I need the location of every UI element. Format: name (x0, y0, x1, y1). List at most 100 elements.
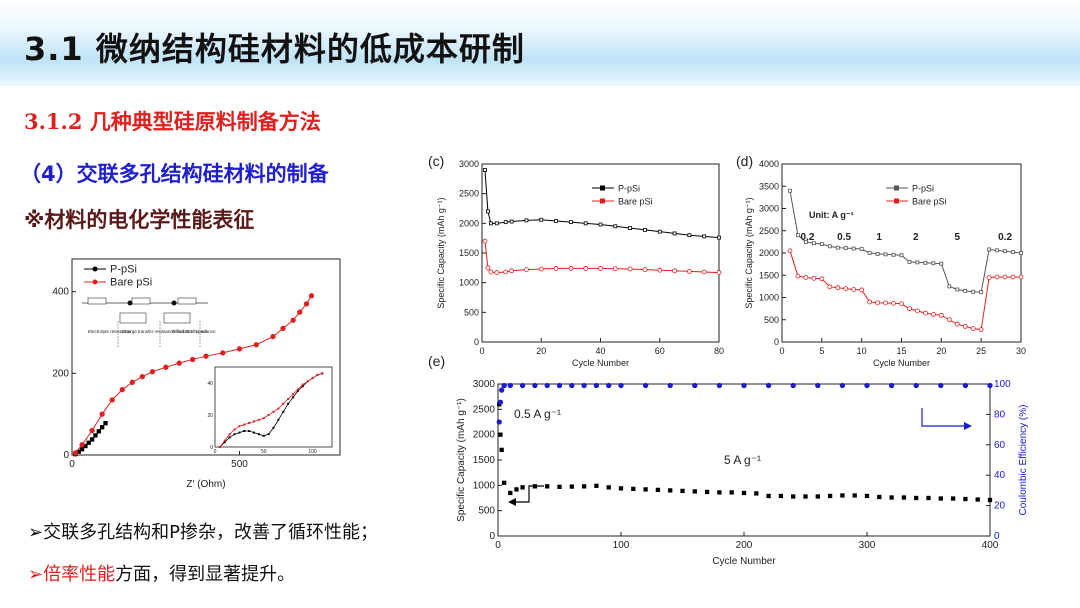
data-point (223, 439, 226, 442)
bullet-2: ➢倍率性能方面，得到显著提升。 (28, 560, 295, 586)
data-point (963, 288, 968, 293)
data-point (248, 421, 251, 424)
data-point (922, 310, 928, 316)
data-point (938, 382, 944, 389)
data-point (859, 247, 864, 251)
circuit-resistor (131, 297, 151, 305)
data-point (1019, 251, 1023, 255)
data-point (741, 490, 747, 496)
header-band (0, 0, 1080, 86)
y2-tick-label: 20 (994, 501, 1006, 512)
inset-x-tick-label: 50 (261, 449, 267, 455)
data-point (835, 285, 841, 291)
x-tick-label: 15 (896, 346, 906, 356)
data-point (233, 428, 236, 431)
section-title: （4）交联多孔结构硅材料的制备 (20, 162, 329, 186)
data-point (804, 239, 808, 244)
data-point (316, 374, 319, 377)
data-point (291, 396, 294, 399)
x-tick-label: 0 (779, 346, 784, 356)
nyquist-legend-0: P-pSi (110, 264, 137, 276)
data-point (963, 496, 968, 502)
data-point (642, 382, 649, 389)
chart-e: 0 100 200 300 400 0 500 1000 1500 2000 2500 3000 Cyc… (424, 346, 1054, 584)
rate-label: 5 (954, 232, 960, 243)
data-point (867, 251, 872, 255)
data-point (282, 410, 285, 413)
series-line-p-psi (219, 373, 323, 448)
data-point (819, 242, 824, 246)
data-point (970, 326, 976, 332)
x-tick-label: 30 (1016, 346, 1026, 356)
data-point (994, 274, 1000, 280)
data-point (946, 317, 952, 323)
data-point (716, 270, 722, 275)
data-point (692, 489, 697, 494)
data-point (119, 387, 125, 393)
data-point (545, 484, 550, 489)
x-tick-label: 80 (714, 346, 724, 356)
data-point (253, 342, 259, 348)
data-point (262, 417, 265, 420)
inset-x-tick-label: 0 (214, 449, 217, 455)
data-point (280, 325, 286, 332)
data-point (272, 410, 275, 413)
data-point (835, 245, 840, 250)
x-axis-label: Cycle Number (873, 358, 930, 368)
y-tick-label: 1500 (459, 248, 479, 258)
data-point (519, 382, 526, 389)
data-point (864, 382, 870, 389)
data-point (583, 221, 588, 226)
x-tick-label: 100 (613, 540, 630, 551)
x-tick-label: 60 (655, 346, 665, 356)
x-tick-label: 0 (69, 459, 75, 470)
data-point (594, 483, 599, 488)
data-point (819, 276, 825, 282)
data-point (290, 317, 296, 323)
data-point (627, 266, 633, 272)
data-point (954, 321, 960, 327)
data-point (931, 261, 936, 266)
y2-tick-label: 80 (994, 409, 1006, 420)
data-point (843, 286, 849, 292)
data-point (297, 309, 303, 315)
data-point (1018, 274, 1024, 280)
rate-label: 0.2 (998, 232, 1012, 243)
legend-marker (894, 198, 899, 204)
data-point (1003, 249, 1007, 254)
data-point (987, 247, 992, 252)
data-point (1011, 250, 1015, 255)
data-point (643, 487, 648, 492)
y-tick-label: 1500 (473, 455, 496, 466)
data-point (778, 493, 784, 499)
y-tick-label: 1000 (459, 278, 479, 288)
bullet-marker: ➢ (28, 522, 44, 543)
data-point (815, 382, 821, 389)
legend-marker (600, 185, 605, 191)
data-point (655, 487, 661, 493)
y-tick-label: 500 (478, 506, 495, 517)
data-point (544, 382, 550, 389)
data-point (483, 168, 487, 172)
data-point (498, 432, 503, 437)
data-point (907, 260, 912, 264)
data-point (702, 234, 707, 239)
y-tick-label: 3000 (759, 204, 779, 214)
data-point (875, 300, 881, 306)
circuit-cpe (163, 312, 191, 324)
data-point (296, 389, 299, 392)
inset-x-tick-label: 100 (308, 449, 317, 455)
y-tick-label: 400 (52, 287, 69, 298)
x-tick-label: 200 (736, 540, 753, 551)
data-point (1002, 274, 1008, 280)
nyquist-legend-1: Bare pSi (110, 277, 152, 289)
circuit-resistor (177, 297, 197, 305)
circuit-label-diffusion: Diffusion of Li-ion (172, 329, 207, 334)
x-axis-label: Z' (Ohm) (186, 479, 225, 490)
y-tick-label: 2500 (473, 404, 496, 415)
data-point (79, 447, 85, 452)
data-point (795, 273, 801, 279)
data-point (978, 327, 984, 332)
data-point (672, 268, 677, 274)
data-point (796, 233, 800, 238)
